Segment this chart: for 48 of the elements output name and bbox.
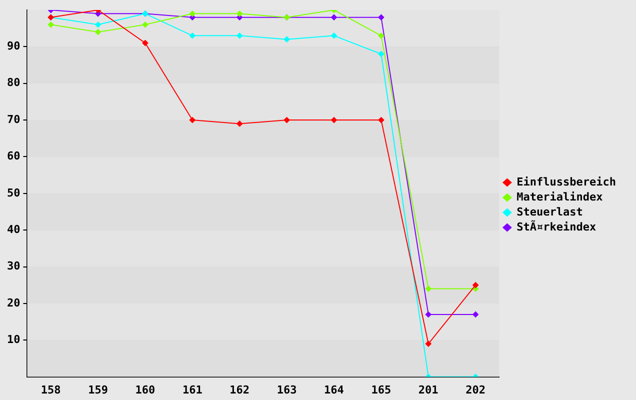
x-tick-label: 165 [371,383,392,396]
x-tick-label: 161 [182,383,203,396]
x-tick-label: 159 [88,383,108,396]
x-tick-label: 162 [230,383,250,396]
x-tick-label: 164 [324,383,344,396]
point [236,32,243,39]
point [378,51,384,58]
point [378,32,384,39]
point [284,117,290,124]
legend-label: StÃ¤rkeindex [516,219,597,234]
point [472,311,479,318]
x-tick-label: 158 [40,383,61,396]
point [48,22,54,28]
legend-label: Steuerlast [516,205,583,218]
point [95,29,102,36]
y-tick-label: 90 [6,40,20,53]
legend-label: Einflussbereich [516,175,616,188]
point [236,10,243,17]
point [330,117,337,124]
y-tick-label: 30 [6,260,20,273]
point [472,282,479,288]
x-tick-label: 202 [466,383,486,396]
y-tick-label: 10 [6,332,20,346]
x-tick-label: 163 [276,383,297,396]
point [142,40,148,46]
point [189,32,196,39]
x-tick-label: 201 [418,383,439,396]
point [95,22,102,28]
point [425,311,432,318]
point [284,36,290,42]
y-tick-label: 60 [6,150,20,163]
point [425,286,432,292]
point [378,117,384,124]
point [330,14,337,20]
point [189,10,196,17]
y-tick-label: 50 [6,186,20,200]
y-tick-label: 80 [6,76,20,90]
point [189,117,196,124]
y-tick-label: 40 [6,222,20,236]
point [425,340,432,347]
y-tick-label: 70 [6,112,20,126]
point [378,14,384,20]
x-tick-label: 160 [135,383,156,396]
point [236,120,243,127]
y-tick-label: 20 [6,296,20,310]
point [330,32,337,39]
point [142,22,148,28]
legend-label: Materialindex [516,190,604,204]
